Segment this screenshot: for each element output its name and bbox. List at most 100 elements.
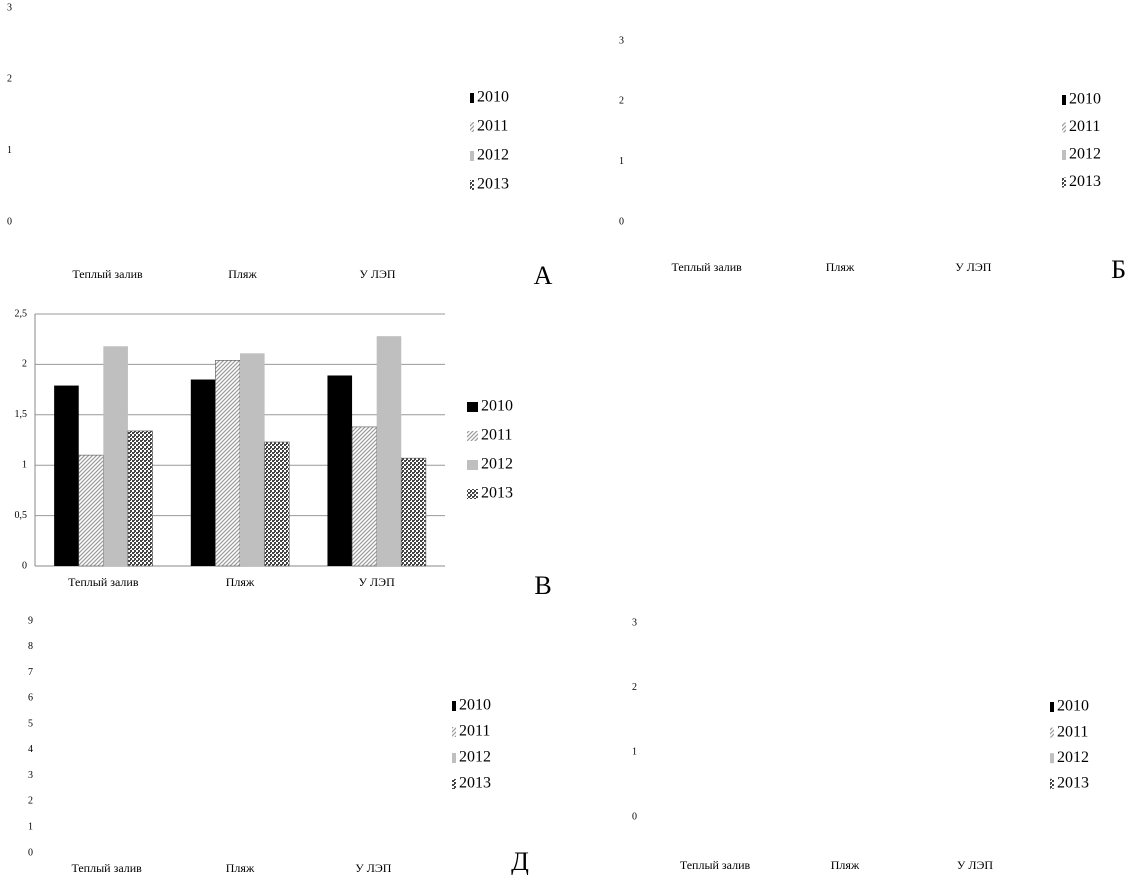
y-tick-label: 1,5 bbox=[15, 409, 28, 420]
y-tick-label: 5 bbox=[28, 718, 33, 729]
y-tick-label: 7 bbox=[28, 667, 33, 678]
x-tick-label: Пляж bbox=[831, 858, 860, 872]
legend-swatch bbox=[470, 93, 474, 103]
legend-swatch bbox=[452, 779, 456, 789]
y-tick-label: 1 bbox=[7, 145, 12, 156]
y-tick-label: 4 bbox=[28, 744, 33, 755]
legend-swatch bbox=[1062, 95, 1066, 105]
y-tick-label: 9 bbox=[28, 615, 33, 626]
y-tick-label: 2 bbox=[7, 74, 12, 85]
bar bbox=[376, 336, 402, 566]
legend-swatch bbox=[1062, 122, 1066, 133]
legend-swatch bbox=[467, 489, 478, 499]
y-tick-label: 1 bbox=[632, 747, 637, 758]
legend-swatch bbox=[470, 122, 474, 132]
y-tick-label: 1 bbox=[28, 822, 33, 833]
y-tick-label: 3 bbox=[28, 770, 33, 781]
legend-swatch bbox=[1050, 727, 1054, 738]
x-tick-label: Пляж bbox=[826, 260, 855, 274]
legend-label: 2010 bbox=[477, 89, 509, 106]
legend-label: 2011 bbox=[477, 118, 508, 135]
legend-swatch bbox=[467, 431, 478, 441]
x-tick-label: Пляж bbox=[226, 861, 255, 875]
legend-swatch bbox=[1062, 177, 1066, 188]
bar bbox=[400, 457, 427, 567]
legend-label: 2012 bbox=[481, 456, 513, 473]
y-tick-label: 0 bbox=[619, 216, 624, 227]
y-tick-label: 1 bbox=[22, 459, 27, 470]
legend-swatch bbox=[1050, 702, 1054, 712]
x-tick-label: Пляж bbox=[226, 575, 255, 589]
x-tick-label: Теплый залив bbox=[680, 858, 751, 872]
legend-swatch bbox=[467, 460, 478, 470]
legend-label: 2010 bbox=[1057, 698, 1089, 715]
legend-swatch bbox=[467, 402, 478, 412]
legend-swatch bbox=[1062, 150, 1066, 160]
bar bbox=[127, 430, 153, 567]
x-tick-label: У ЛЭП bbox=[957, 858, 994, 872]
y-tick-label: 0 bbox=[28, 847, 33, 858]
legend-label: 2012 bbox=[1069, 146, 1101, 163]
legend-label: 2012 bbox=[477, 147, 509, 164]
legend-label: 2013 bbox=[459, 775, 491, 792]
legend-label: 2010 bbox=[481, 398, 513, 415]
legend-swatch bbox=[1050, 778, 1054, 789]
x-tick-label: Теплый залив bbox=[671, 260, 742, 274]
bar bbox=[215, 360, 241, 567]
y-tick-label: 0,5 bbox=[15, 510, 28, 521]
legend-label: 2011 bbox=[481, 427, 512, 444]
x-tick-label: Теплый залив bbox=[71, 861, 142, 875]
bar bbox=[327, 375, 353, 566]
x-tick-label: У ЛЭП bbox=[359, 267, 396, 281]
x-tick-label: Теплый залив bbox=[72, 267, 143, 281]
y-tick-label: 0 bbox=[632, 811, 637, 822]
legend-label: 2012 bbox=[1057, 749, 1089, 766]
x-tick-label: Теплый залив bbox=[68, 575, 139, 589]
legend-label: 2011 bbox=[1057, 723, 1088, 740]
y-tick-label: 1 bbox=[619, 156, 624, 167]
x-tick-label: У ЛЭП bbox=[955, 260, 992, 274]
bar bbox=[240, 353, 265, 566]
bar bbox=[103, 346, 128, 566]
legend-label: 2013 bbox=[1069, 173, 1101, 190]
y-tick-label: 3 bbox=[619, 35, 624, 46]
y-tick-label: 3 bbox=[632, 617, 637, 628]
bar bbox=[264, 441, 290, 567]
legend-swatch bbox=[470, 151, 474, 161]
legend-swatch bbox=[452, 701, 456, 711]
panel-label: А bbox=[534, 261, 553, 290]
bar bbox=[54, 385, 79, 566]
bar bbox=[78, 454, 104, 567]
legend-label: 2013 bbox=[477, 176, 509, 193]
legend-label: 2011 bbox=[459, 723, 490, 740]
panel-label: Д bbox=[511, 847, 529, 875]
legend-label: 2010 bbox=[459, 697, 491, 714]
y-tick-label: 2 bbox=[22, 359, 27, 370]
y-tick-label: 0 bbox=[22, 560, 27, 571]
y-tick-label: 2 bbox=[619, 96, 624, 107]
legend-label: 2011 bbox=[1069, 118, 1100, 135]
legend-label: 2013 bbox=[481, 485, 513, 502]
legend-label: 2010 bbox=[1069, 91, 1101, 108]
y-tick-label: 3 bbox=[7, 2, 12, 13]
bar bbox=[190, 379, 216, 566]
panel-label: Б bbox=[1111, 255, 1126, 284]
legend-swatch bbox=[452, 727, 456, 737]
legend-label: 2012 bbox=[459, 749, 491, 766]
panel-label: В bbox=[534, 571, 551, 600]
y-tick-label: 2 bbox=[28, 796, 33, 807]
legend-swatch bbox=[452, 753, 456, 763]
y-tick-label: 6 bbox=[28, 693, 33, 704]
bar bbox=[351, 426, 377, 567]
legend-swatch bbox=[470, 180, 474, 190]
x-tick-label: У ЛЭП bbox=[355, 861, 392, 875]
legend-swatch bbox=[1050, 753, 1054, 764]
y-tick-label: 8 bbox=[28, 641, 33, 652]
y-tick-label: 0 bbox=[7, 216, 12, 227]
y-tick-label: 2,5 bbox=[15, 308, 28, 319]
x-tick-label: У ЛЭП bbox=[359, 575, 396, 589]
y-tick-label: 2 bbox=[632, 682, 637, 693]
x-tick-label: Пляж bbox=[228, 267, 257, 281]
